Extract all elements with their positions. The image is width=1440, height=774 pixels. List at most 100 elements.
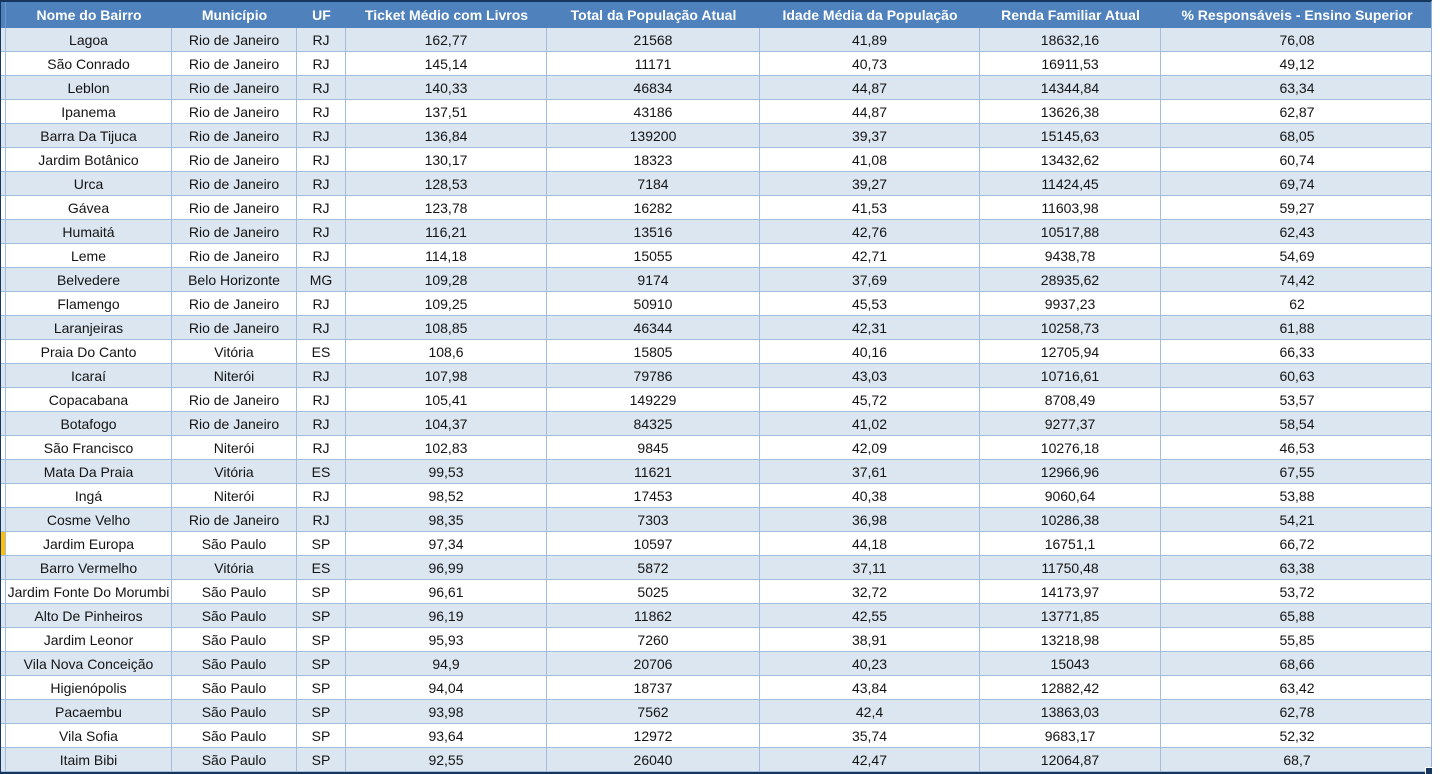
cell-idade_media[interactable]: 42,71: [760, 244, 980, 267]
cell-populacao[interactable]: 15055: [547, 244, 760, 267]
cell-uf[interactable]: RJ: [297, 148, 346, 171]
row-sliver-cell[interactable]: [1, 220, 6, 243]
cell-municipio[interactable]: Vitória: [172, 556, 297, 579]
cell-populacao[interactable]: 5025: [547, 580, 760, 603]
cell-municipio[interactable]: Vitória: [172, 460, 297, 483]
cell-resp_superior[interactable]: 66,33: [1279, 343, 1315, 360]
cell-idade_media[interactable]: 32,72: [760, 580, 980, 603]
cell-bairro[interactable]: Cosme Velho: [6, 508, 172, 531]
cell-populacao[interactable]: 7184: [547, 172, 760, 195]
cell-idade_media[interactable]: 36,98: [760, 508, 980, 531]
cell-ticket_medio[interactable]: 109,28: [346, 268, 547, 291]
cell-uf[interactable]: ES: [297, 556, 346, 579]
cell-uf[interactable]: RJ: [297, 436, 346, 459]
cell-bairro[interactable]: Pacaembu: [6, 700, 172, 723]
cell-populacao[interactable]: 11621: [547, 460, 760, 483]
cell-bairro[interactable]: Leme: [6, 244, 172, 267]
cell-ticket_medio[interactable]: 93,98: [346, 700, 547, 723]
cell-renda[interactable]: 9277,37: [980, 412, 1161, 435]
cell-resp_superior[interactable]: 63,34: [1279, 79, 1315, 96]
cell-bairro[interactable]: Higienópolis: [6, 676, 172, 699]
cell-renda[interactable]: 10716,61: [980, 364, 1161, 387]
cell-municipio[interactable]: Rio de Janeiro: [172, 412, 297, 435]
cell-ticket_medio[interactable]: 136,84: [346, 124, 547, 147]
cell-ticket_medio[interactable]: 95,93: [346, 628, 547, 651]
cell-renda[interactable]: 12705,94: [980, 340, 1161, 363]
cell-municipio[interactable]: Niterói: [172, 436, 297, 459]
cell-municipio[interactable]: Rio de Janeiro: [172, 220, 297, 243]
cell-ticket_medio[interactable]: 96,61: [346, 580, 547, 603]
cell-resp_superior[interactable]: 62,43: [1279, 223, 1315, 240]
cell-renda[interactable]: 10258,73: [980, 316, 1161, 339]
cell-populacao[interactable]: 13516: [547, 220, 760, 243]
cell-bairro[interactable]: Laranjeiras: [6, 316, 172, 339]
cell-idade_media[interactable]: 45,72: [760, 388, 980, 411]
cell-idade_media[interactable]: 41,89: [760, 28, 980, 51]
row-sliver-cell[interactable]: [1, 412, 6, 435]
cell-uf[interactable]: SP: [297, 748, 346, 771]
cell-municipio[interactable]: Rio de Janeiro: [172, 76, 297, 99]
cell-ticket_medio[interactable]: 98,35: [346, 508, 547, 531]
cell-populacao[interactable]: 46344: [547, 316, 760, 339]
cell-municipio[interactable]: São Paulo: [172, 628, 297, 651]
cell-resp_superior[interactable]: 53,57: [1279, 391, 1315, 408]
column-header-bairro[interactable]: Nome do Bairro: [36, 7, 142, 23]
cell-idade_media[interactable]: 40,23: [760, 652, 980, 675]
cell-resp_superior[interactable]: 63,38: [1279, 559, 1315, 576]
cell-bairro[interactable]: Jardim Europa: [6, 532, 172, 555]
cell-renda[interactable]: 16911,53: [980, 52, 1161, 75]
cell-resp_superior[interactable]: 49,12: [1279, 55, 1315, 72]
cell-populacao[interactable]: 7303: [547, 508, 760, 531]
cell-populacao[interactable]: 9174: [547, 268, 760, 291]
row-sliver-cell[interactable]: [1, 388, 6, 411]
cell-idade_media[interactable]: 40,16: [760, 340, 980, 363]
cell-idade_media[interactable]: 37,69: [760, 268, 980, 291]
cell-ticket_medio[interactable]: 130,17: [346, 148, 547, 171]
cell-populacao[interactable]: 7562: [547, 700, 760, 723]
cell-idade_media[interactable]: 44,87: [760, 76, 980, 99]
row-sliver-cell[interactable]: [1, 508, 6, 531]
cell-idade_media[interactable]: 37,11: [760, 556, 980, 579]
cell-populacao[interactable]: 12972: [547, 724, 760, 747]
cell-municipio[interactable]: Rio de Janeiro: [172, 172, 297, 195]
cell-populacao[interactable]: 7260: [547, 628, 760, 651]
row-sliver-cell[interactable]: [1, 124, 6, 147]
cell-municipio[interactable]: São Paulo: [172, 676, 297, 699]
cell-resp_superior[interactable]: 58,54: [1279, 415, 1315, 432]
cell-populacao[interactable]: 9845: [547, 436, 760, 459]
cell-renda[interactable]: 15145,63: [980, 124, 1161, 147]
cell-populacao[interactable]: 10597: [547, 532, 760, 555]
cell-renda[interactable]: 11603,98: [980, 196, 1161, 219]
cell-resp_superior[interactable]: 53,88: [1279, 487, 1315, 504]
row-sliver-cell[interactable]: [1, 292, 6, 315]
cell-bairro[interactable]: Jardim Fonte Do Morumbi: [6, 580, 172, 603]
cell-bairro[interactable]: Ipanema: [6, 100, 172, 123]
cell-bairro[interactable]: São Conrado: [6, 52, 172, 75]
row-sliver-cell[interactable]: [1, 484, 6, 507]
cell-uf[interactable]: SP: [297, 676, 346, 699]
row-sliver-cell[interactable]: [1, 364, 6, 387]
cell-ticket_medio[interactable]: 107,98: [346, 364, 547, 387]
cell-uf[interactable]: MG: [297, 268, 346, 291]
cell-ticket_medio[interactable]: 108,6: [346, 340, 547, 363]
cell-renda[interactable]: 13218,98: [980, 628, 1161, 651]
cell-municipio[interactable]: Vitória: [172, 340, 297, 363]
column-header-municipio[interactable]: Município: [201, 7, 268, 23]
row-sliver-cell[interactable]: [1, 556, 6, 579]
cell-idade_media[interactable]: 40,38: [760, 484, 980, 507]
cell-renda[interactable]: 10286,38: [980, 508, 1161, 531]
cell-uf[interactable]: RJ: [297, 316, 346, 339]
cell-populacao[interactable]: 11862: [547, 604, 760, 627]
cell-populacao[interactable]: 46834: [547, 76, 760, 99]
cell-populacao[interactable]: 20706: [547, 652, 760, 675]
cell-ticket_medio[interactable]: 116,21: [346, 220, 547, 243]
cell-renda[interactable]: 9683,17: [980, 724, 1161, 747]
cell-uf[interactable]: RJ: [297, 508, 346, 531]
cell-ticket_medio[interactable]: 137,51: [346, 100, 547, 123]
cell-resp_superior[interactable]: 66,72: [1279, 535, 1315, 552]
cell-municipio[interactable]: Rio de Janeiro: [172, 508, 297, 531]
cell-ticket_medio[interactable]: 108,85: [346, 316, 547, 339]
cell-populacao[interactable]: 139200: [547, 124, 760, 147]
cell-municipio[interactable]: São Paulo: [172, 652, 297, 675]
cell-renda[interactable]: 11424,45: [980, 172, 1161, 195]
